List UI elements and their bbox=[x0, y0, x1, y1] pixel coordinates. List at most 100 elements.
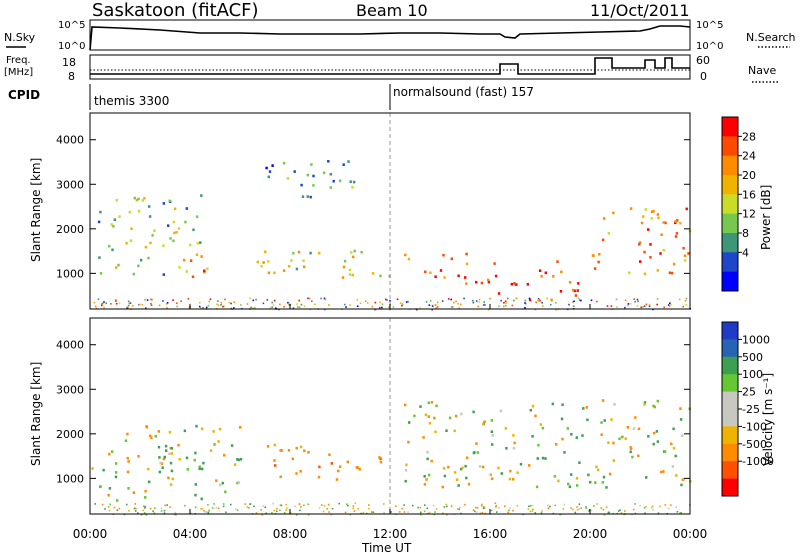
scatter-cell bbox=[295, 472, 298, 475]
noise-cell bbox=[416, 308, 418, 311]
scatter-cell bbox=[538, 269, 542, 272]
noise-cell bbox=[308, 297, 311, 300]
colorbar-tick-label: -25 bbox=[742, 403, 760, 416]
scatter-cell bbox=[237, 481, 241, 484]
scatter-cell bbox=[110, 223, 113, 226]
noise-cell bbox=[563, 503, 566, 506]
y-tick-label: 3000 bbox=[56, 383, 84, 396]
noise-cell bbox=[435, 508, 438, 510]
noise-cell bbox=[396, 298, 399, 300]
scatter-cell bbox=[591, 254, 595, 257]
scatter-cell bbox=[338, 465, 342, 468]
scatter-cell bbox=[482, 423, 485, 426]
power-ylabel: Slant Range [km] bbox=[29, 158, 43, 262]
scatter-cell bbox=[475, 280, 478, 284]
scatter-cell bbox=[194, 451, 197, 455]
noise-cell bbox=[172, 299, 174, 301]
noise-cell bbox=[546, 297, 548, 300]
noise-cell bbox=[531, 510, 534, 512]
colorbar-segment bbox=[722, 391, 738, 410]
noise-cell bbox=[667, 507, 670, 510]
cpid-themis: themis 3300 bbox=[94, 94, 169, 108]
noise-cell bbox=[126, 306, 129, 309]
noise-cell bbox=[357, 507, 359, 510]
noise-cell bbox=[285, 509, 287, 511]
noise-cell bbox=[128, 302, 131, 305]
scatter-cell bbox=[185, 270, 188, 273]
noise-cell bbox=[217, 507, 220, 509]
noise-cell bbox=[223, 305, 225, 308]
noise-cell bbox=[264, 506, 266, 508]
scatter-cell bbox=[290, 259, 293, 262]
velocity-yticks: 4000 3000 2000 1000 bbox=[56, 339, 690, 485]
scatter-cell bbox=[335, 478, 339, 481]
scatter-cell bbox=[630, 447, 633, 450]
noise-cell bbox=[452, 305, 454, 308]
noise-cell bbox=[401, 507, 403, 510]
x-tick-label: 20:00 bbox=[573, 527, 608, 541]
scatter-cell bbox=[443, 474, 447, 478]
noise-cell bbox=[475, 506, 477, 509]
scatter-cell bbox=[114, 471, 118, 474]
scatter-cell bbox=[652, 404, 655, 408]
scatter-cell bbox=[172, 239, 175, 243]
noise-cell bbox=[478, 298, 481, 301]
scatter-cell bbox=[273, 459, 276, 462]
scatter-cell bbox=[662, 470, 665, 473]
scatter-cell bbox=[660, 233, 663, 236]
scatter-cell bbox=[118, 215, 121, 218]
noise-cell bbox=[640, 306, 643, 309]
noise-cell bbox=[579, 299, 581, 301]
scatter-cell bbox=[162, 202, 165, 205]
scatter-cell bbox=[351, 255, 355, 259]
noise-cell bbox=[425, 301, 428, 303]
noise-cell bbox=[133, 507, 136, 510]
scatter-cell bbox=[587, 473, 590, 477]
scatter-cell bbox=[200, 427, 204, 431]
scatter-cell bbox=[239, 457, 243, 461]
nsky-panel bbox=[89, 19, 691, 51]
noise-cell bbox=[220, 302, 223, 304]
noise-cell bbox=[174, 513, 177, 516]
noise-cell bbox=[283, 305, 285, 308]
noise-cell bbox=[428, 511, 431, 514]
noise-cell bbox=[230, 302, 232, 305]
noise-cell bbox=[266, 299, 269, 301]
scatter-cell bbox=[573, 289, 576, 293]
scatter-cell bbox=[143, 197, 146, 200]
noise-cell bbox=[451, 306, 453, 308]
noise-cell bbox=[593, 505, 595, 507]
scatter-cell bbox=[185, 207, 188, 210]
scatter-cell bbox=[674, 220, 677, 223]
noise-cell bbox=[619, 509, 621, 511]
scatter-cell bbox=[186, 468, 189, 471]
noise-cell bbox=[633, 298, 636, 300]
noise-cell bbox=[344, 303, 346, 306]
colorbar-tick-label: 28 bbox=[742, 130, 756, 143]
x-tick-label: 00:00 bbox=[73, 527, 108, 541]
noise-cell bbox=[200, 508, 202, 510]
scatter-cell bbox=[550, 298, 553, 302]
scatter-cell bbox=[149, 241, 152, 245]
nsearch-tick-top: 10^5 bbox=[696, 20, 723, 31]
noise-cell bbox=[299, 509, 301, 512]
cpid-label: CPID bbox=[8, 88, 40, 102]
date-title: 11/Oct/2011 bbox=[590, 1, 690, 20]
scatter-cell bbox=[655, 430, 659, 433]
colorbar-segment bbox=[722, 461, 738, 480]
scatter-cell bbox=[356, 466, 360, 469]
noise-cell bbox=[475, 300, 478, 302]
noise-cell bbox=[346, 503, 348, 505]
noise-cell bbox=[679, 512, 682, 514]
scatter-cell bbox=[266, 445, 270, 448]
noise-cell bbox=[562, 508, 565, 510]
scatter-cell bbox=[99, 210, 102, 214]
noise-cell bbox=[445, 503, 447, 506]
scatter-cell bbox=[194, 493, 197, 497]
scatter-cell bbox=[233, 463, 237, 466]
noise-cell bbox=[547, 507, 550, 509]
scatter-cell bbox=[459, 467, 463, 471]
scatter-cell bbox=[576, 289, 579, 292]
scatter-cell bbox=[571, 288, 575, 292]
scatter-cell bbox=[148, 480, 151, 484]
